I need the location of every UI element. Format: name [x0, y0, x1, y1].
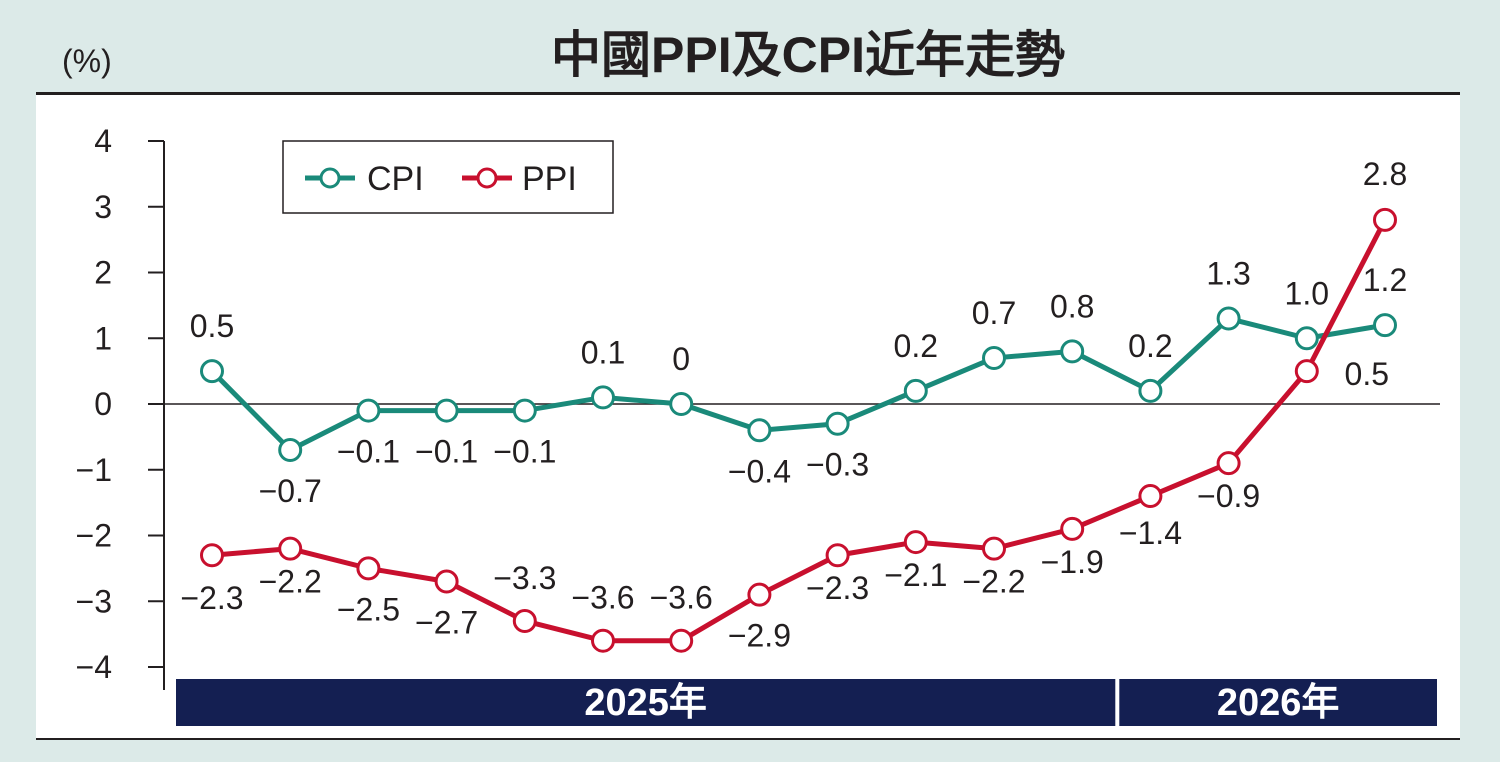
cpi-data-label: −0.7 [259, 473, 322, 509]
cpi-point [982, 345, 1006, 370]
cpi-data-label: 0.5 [190, 308, 234, 344]
cpi-data-label: 1.3 [1206, 256, 1250, 292]
cpi-data-label: 1.2 [1363, 262, 1407, 298]
period-bar-segment [1119, 679, 1437, 726]
ppi-data-label: −2.1 [884, 557, 947, 593]
y-tick-label: 3 [94, 189, 112, 225]
ppi-line [211, 218, 1388, 644]
y-tick-label: −1 [76, 452, 112, 488]
legend: CPI PPI [282, 140, 614, 214]
series-lines [210, 218, 1388, 644]
plot-panel [36, 92, 1460, 740]
cpi-point [591, 385, 615, 410]
cpi-data-label: −0.3 [806, 447, 869, 483]
cpi-data-label: 0.8 [1050, 288, 1094, 324]
cpi-point [434, 398, 459, 423]
legend-cpi-label: CPI [367, 160, 424, 198]
y-tick-label: 4 [94, 123, 112, 159]
y-tick-label: 0 [94, 386, 112, 422]
cpi-point [903, 378, 928, 403]
ppi-point [1216, 451, 1241, 476]
ppi-data-label: −2.7 [415, 605, 478, 641]
legend-ppi-marker [476, 167, 498, 189]
ppi-point [512, 608, 537, 633]
ppi-data-label: 0.5 [1345, 356, 1389, 392]
ppi-point [356, 556, 381, 581]
ppi-point [1294, 359, 1319, 384]
cpi-point [278, 438, 303, 463]
y-tick-label: 2 [94, 255, 112, 291]
ppi-point [1373, 207, 1397, 232]
cpi-point [1294, 326, 1319, 351]
cpi-data-label: 0.1 [581, 334, 625, 370]
cpi-data-label: 1.0 [1285, 275, 1329, 311]
cpi-data-label: 0.2 [894, 328, 938, 364]
y-tick-label: −2 [76, 518, 112, 554]
ppi-point [278, 536, 303, 561]
cpi-data-label: 0.2 [1128, 328, 1172, 364]
y-tick-label: −3 [76, 583, 112, 619]
y-tick-label: 1 [94, 320, 112, 356]
ppi-point [982, 536, 1006, 561]
cpi-point [1373, 313, 1397, 338]
ppi-data-label: −2.5 [337, 591, 400, 627]
ppi-point [200, 543, 224, 568]
ppi-data-label: −3.3 [493, 560, 556, 596]
ppi-point [669, 628, 694, 653]
ppi-data-label: −3.6 [571, 580, 634, 616]
cpi-point [356, 398, 381, 423]
period-label: 2025年 [584, 682, 707, 724]
y-tick-label: −4 [76, 649, 112, 685]
cpi-point [669, 392, 694, 416]
ppi-data-label: −1.4 [1119, 515, 1182, 551]
period-label: 2026年 [1217, 682, 1340, 724]
cpi-data-label: −0.1 [493, 434, 556, 470]
period-bar-segment [176, 679, 1116, 726]
legend-ppi-label: PPI [522, 160, 577, 198]
ppi-data-label: −2.3 [806, 570, 869, 606]
cpi-point [747, 418, 772, 443]
ppi-data-label: −2.2 [259, 564, 322, 600]
ppi-point [1138, 484, 1163, 509]
cpi-point [1060, 339, 1085, 364]
cpi-point [825, 411, 850, 436]
cpi-data-label: −0.1 [415, 434, 478, 470]
y-axis: 4 3 2 1 0 −1 −2 −3 −4 [76, 123, 1440, 690]
ppi-point [434, 569, 459, 594]
cpi-data-label: 0 [672, 341, 690, 377]
cpi-point [1216, 306, 1241, 331]
ppi-point [903, 530, 928, 555]
cpi-point [1138, 378, 1163, 403]
series-points [200, 207, 1397, 653]
ppi-point [747, 582, 772, 607]
unit-label: (%) [62, 43, 112, 79]
cpi-line [210, 316, 1386, 453]
ppi-data-label: −2.9 [728, 618, 791, 654]
ppi-data-label: −0.9 [1197, 478, 1260, 514]
ppi-data-label: 2.8 [1363, 156, 1407, 192]
cpi-point [512, 398, 537, 423]
cpi-data-label: −0.1 [337, 434, 400, 470]
ppi-data-label: −3.6 [650, 580, 713, 616]
ppi-point [591, 628, 615, 653]
period-bar: 2025年 2026年 [176, 679, 1437, 726]
cpi-data-label: 0.7 [972, 295, 1016, 331]
ppi-data-label: −2.3 [180, 580, 243, 616]
ppi-point [825, 543, 850, 568]
ppi-data-label: −2.2 [962, 564, 1025, 600]
legend-cpi-marker [319, 167, 341, 189]
chart-title: 中國PPI及CPI近年走勢 [551, 27, 1065, 83]
cpi-data-label: −0.4 [728, 453, 791, 489]
cpi-point [200, 359, 224, 384]
ppi-point [1060, 516, 1085, 541]
ppi-data-label: −1.9 [1041, 544, 1104, 580]
data-labels: 0.5 −0.7 −0.1 −0.1 −0.1 0.1 0 −0.4 −0.3 0.2 0.7 0.8… [180, 156, 1407, 654]
